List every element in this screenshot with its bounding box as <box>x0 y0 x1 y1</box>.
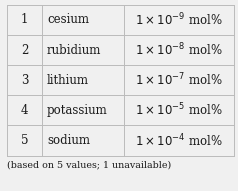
Text: 5: 5 <box>21 134 28 147</box>
Text: potassium: potassium <box>47 104 108 117</box>
Text: 3: 3 <box>21 74 28 87</box>
Text: 2: 2 <box>21 44 28 57</box>
Text: $1\times10^{-5}$ mol%: $1\times10^{-5}$ mol% <box>135 102 223 119</box>
Text: $1\times10^{-9}$ mol%: $1\times10^{-9}$ mol% <box>135 12 223 28</box>
Text: (based on 5 values; 1 unavailable): (based on 5 values; 1 unavailable) <box>7 160 171 169</box>
Text: $1\times10^{-8}$ mol%: $1\times10^{-8}$ mol% <box>135 42 223 58</box>
Text: sodium: sodium <box>47 134 90 147</box>
Text: cesium: cesium <box>47 13 89 26</box>
Text: lithium: lithium <box>47 74 89 87</box>
Text: $1\times10^{-7}$ mol%: $1\times10^{-7}$ mol% <box>135 72 223 88</box>
Text: 1: 1 <box>21 13 28 26</box>
Text: $1\times10^{-4}$ mol%: $1\times10^{-4}$ mol% <box>135 132 223 149</box>
Text: 4: 4 <box>21 104 28 117</box>
Text: rubidium: rubidium <box>47 44 101 57</box>
